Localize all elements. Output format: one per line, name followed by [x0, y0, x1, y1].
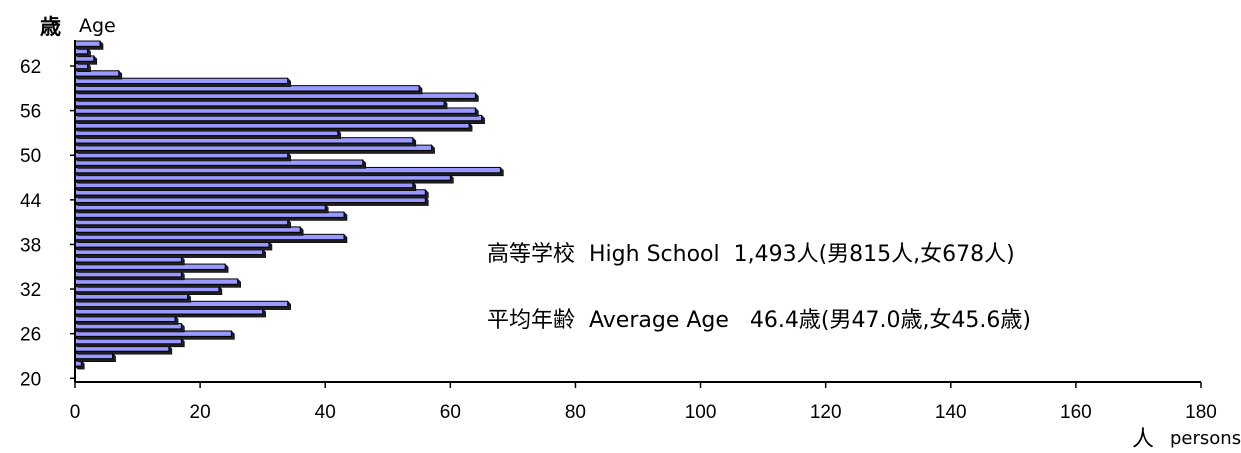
ticks-group: 0 20 40 60 80 100 120 140 160 180 20 26 32 38 44 50 56 62 — [20, 57, 1217, 423]
bar-age-27 — [74, 322, 185, 333]
bars-group — [74, 40, 504, 370]
x-tick-label-100: 100 — [685, 402, 717, 423]
y-tick-label-32: 32 — [20, 280, 41, 301]
y-axis-label-kanji: 歳 — [40, 15, 61, 39]
bar-age-57 — [74, 99, 448, 110]
annotation-high-school-label: 高等学校 — [487, 242, 576, 267]
bar-age-58 — [74, 92, 479, 102]
bar-age-39 — [74, 233, 348, 243]
bar-age-38 — [74, 241, 273, 251]
bar-age-43 — [74, 203, 329, 214]
bar-age-45 — [74, 189, 429, 199]
x-tick-label-120: 120 — [810, 402, 842, 423]
bar-age-26 — [74, 330, 235, 340]
axes-group — [74, 40, 1201, 383]
bar-age-46 — [74, 181, 417, 191]
bar-age-47 — [74, 174, 454, 184]
bar-age-28 — [74, 315, 179, 325]
bar-age-42 — [74, 211, 348, 221]
bar-age-35 — [74, 263, 229, 273]
bar-age-59 — [74, 84, 423, 95]
bar-age-56 — [74, 107, 479, 117]
annotation-average-age-label: 平均年齢 — [487, 308, 576, 333]
bar-age-61 — [74, 70, 123, 80]
annotation-high-school-name: High School — [589, 242, 720, 267]
bar-age-37 — [74, 248, 266, 258]
x-tick-label-180: 180 — [1185, 402, 1217, 423]
x-axis-label-kanji: 人 — [1132, 427, 1154, 452]
x-tick-label-0: 0 — [70, 402, 81, 423]
bar-age-22 — [74, 360, 85, 370]
x-tick-label-60: 60 — [440, 402, 461, 423]
bar-age-52 — [74, 136, 417, 147]
bar-age-44 — [74, 196, 429, 206]
y-tick-label-62: 62 — [20, 57, 41, 78]
y-tick-label-26: 26 — [20, 325, 41, 346]
bar-age-51 — [74, 144, 435, 154]
bar-age-32 — [74, 285, 223, 296]
bar-age-63 — [74, 55, 98, 65]
bar-age-41 — [74, 218, 291, 229]
bar-age-36 — [74, 255, 185, 266]
x-tick-label-160: 160 — [1060, 402, 1092, 423]
bar-age-34 — [74, 270, 185, 281]
annotation-average-age: 平均年齢 Average Age 46.4歳(男47.0歳,女45.6歳) — [487, 302, 1031, 334]
bar-age-33 — [74, 278, 241, 288]
bar-age-25 — [74, 337, 185, 348]
annotation-high-school: 高等学校 High School 1,493人(男815人,女678人) — [487, 236, 1015, 268]
x-tick-label-20: 20 — [190, 402, 211, 423]
annotation-average-age-value: 46.4歳(男47.0歳,女45.6歳) — [749, 308, 1032, 333]
y-axis-label: Age — [79, 15, 116, 37]
bar-age-55 — [74, 114, 485, 125]
bar-age-54 — [74, 122, 473, 132]
bar-age-30 — [74, 300, 291, 310]
bar-age-23 — [74, 352, 116, 362]
x-axis-label: persons — [1170, 428, 1241, 449]
y-tick-label-50: 50 — [20, 146, 41, 167]
bar-age-50 — [74, 151, 291, 162]
annotation-average-age-name: Average Age — [589, 308, 729, 333]
bar-age-60 — [74, 77, 291, 87]
bar-age-40 — [74, 226, 304, 236]
annotation-high-school-value: 1,493人(男815人,女678人) — [733, 242, 1015, 267]
bar-age-49 — [74, 159, 367, 169]
x-tick-label-80: 80 — [565, 402, 586, 423]
y-tick-label-56: 56 — [20, 102, 41, 123]
bar-age-48 — [74, 166, 504, 177]
bar-age-29 — [74, 307, 266, 318]
bar-age-53 — [74, 129, 342, 139]
x-tick-label-40: 40 — [315, 402, 336, 423]
x-tick-label-140: 140 — [935, 402, 967, 423]
bar-age-24 — [74, 345, 173, 355]
bar-age-62 — [74, 62, 91, 72]
y-tick-label-20: 20 — [20, 369, 41, 390]
bar-age-64 — [74, 47, 91, 58]
y-tick-label-38: 38 — [20, 235, 41, 256]
bar-age-31 — [74, 293, 191, 303]
bar-age-65 — [74, 40, 104, 50]
y-tick-label-44: 44 — [20, 191, 42, 212]
